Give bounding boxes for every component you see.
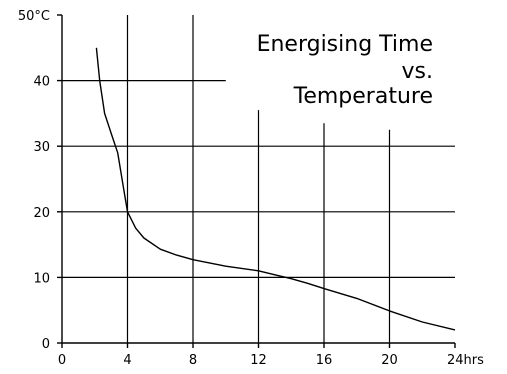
title-line-3: Temperature [293, 84, 433, 109]
x-tick-label: 8 [189, 353, 197, 368]
y-tick-label: 10 [33, 271, 50, 286]
grid-lines [62, 15, 455, 343]
x-tick-label: 0 [58, 353, 66, 368]
x-tick-label: 4 [123, 353, 131, 368]
title-line-2: vs. [402, 59, 433, 84]
y-tick-label: 50°C [18, 9, 50, 24]
chart-title: Energising Time vs. Temperature [257, 32, 433, 109]
y-tick-label: 20 [33, 206, 50, 221]
x-tick-label: 24hrs [447, 353, 484, 368]
title-line-1: Energising Time [257, 32, 433, 57]
y-tick-label: 0 [42, 337, 50, 352]
series-line [95, 47, 456, 331]
y-tick-label: 40 [33, 75, 50, 90]
x-tick-label: 20 [381, 353, 398, 368]
y-tick-label: 30 [33, 140, 50, 155]
x-tick-label: 16 [316, 353, 333, 368]
ticks: 0 4 8 12 16 20 24hrs 0 10 20 30 40 50°C [18, 9, 484, 368]
x-tick-label: 12 [250, 353, 267, 368]
series-layer [95, 47, 456, 331]
